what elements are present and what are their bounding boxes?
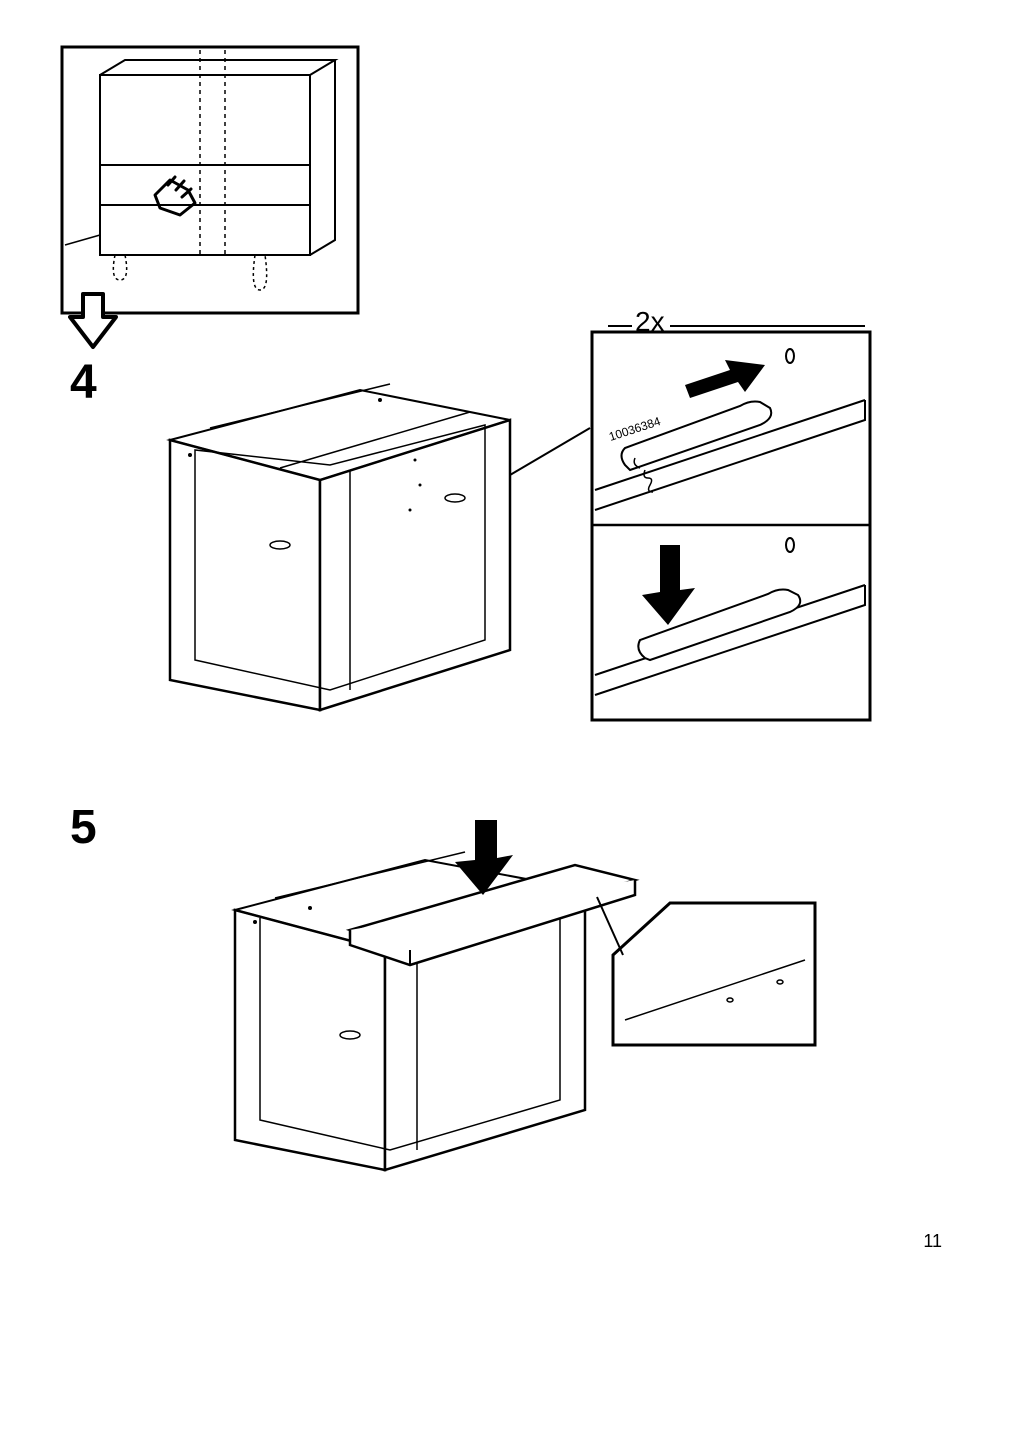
- step4-detail-panel: [590, 330, 875, 725]
- step-5-label: 5: [70, 800, 97, 855]
- step5-detail-panel: [610, 900, 820, 1050]
- transition-arrow-icon: [68, 292, 118, 352]
- step4-cabinet-diagram: [120, 350, 560, 720]
- step-4-label: 4: [70, 355, 97, 410]
- intro-panel: [60, 45, 360, 325]
- step5-callout-leader: [595, 895, 635, 965]
- page-number: 11: [923, 1231, 942, 1252]
- step5-cabinet-diagram: [175, 810, 655, 1180]
